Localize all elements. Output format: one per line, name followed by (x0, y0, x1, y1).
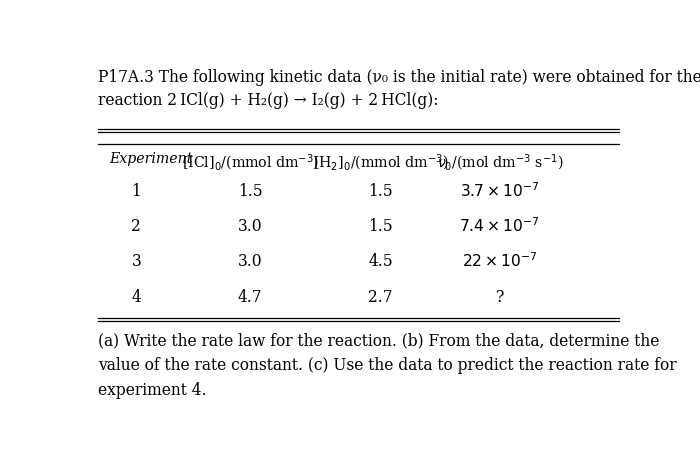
Text: 4.5: 4.5 (368, 253, 393, 270)
Text: $\nu_0$/(mol dm$^{-3}$ s$^{-1}$): $\nu_0$/(mol dm$^{-3}$ s$^{-1}$) (437, 152, 563, 173)
Text: $22 \times 10^{-7}$: $22 \times 10^{-7}$ (462, 252, 538, 271)
Text: Experiment: Experiment (109, 152, 192, 166)
Text: 4: 4 (132, 289, 141, 306)
Text: $3.7 \times 10^{-7}$: $3.7 \times 10^{-7}$ (460, 182, 540, 201)
Text: [H$_2$]$_0$/(mmol dm$^{-3}$): [H$_2$]$_0$/(mmol dm$^{-3}$) (313, 152, 448, 173)
Text: 2: 2 (132, 218, 141, 235)
Text: 1.5: 1.5 (238, 183, 262, 200)
Text: [ICl]$_0$/(mmol dm$^{-3}$): [ICl]$_0$/(mmol dm$^{-3}$) (181, 152, 319, 173)
Text: 4.7: 4.7 (238, 289, 262, 306)
Text: 3.0: 3.0 (238, 253, 262, 270)
Text: 1: 1 (132, 183, 141, 200)
Text: value of the rate constant. (c) Use the data to predict the reaction rate for: value of the rate constant. (c) Use the … (98, 357, 677, 374)
Text: 3: 3 (132, 253, 141, 270)
Text: 3.0: 3.0 (238, 218, 262, 235)
Text: P17A.3 The following kinetic data (ν₀ is the initial rate) were obtained for the: P17A.3 The following kinetic data (ν₀ is… (98, 69, 700, 86)
Text: ?: ? (496, 289, 504, 306)
Text: 1.5: 1.5 (368, 183, 393, 200)
Text: (a) Write the rate law for the reaction. (b) From the data, determine the: (a) Write the rate law for the reaction.… (98, 332, 659, 349)
Text: 1.5: 1.5 (368, 218, 393, 235)
Text: reaction 2 ICl(g) + H₂(g) → I₂(g) + 2 HCl(g):: reaction 2 ICl(g) + H₂(g) → I₂(g) + 2 HC… (98, 92, 439, 109)
Text: $7.4 \times 10^{-7}$: $7.4 \times 10^{-7}$ (459, 217, 540, 236)
Text: 2.7: 2.7 (368, 289, 393, 306)
Text: experiment 4.: experiment 4. (98, 382, 207, 399)
